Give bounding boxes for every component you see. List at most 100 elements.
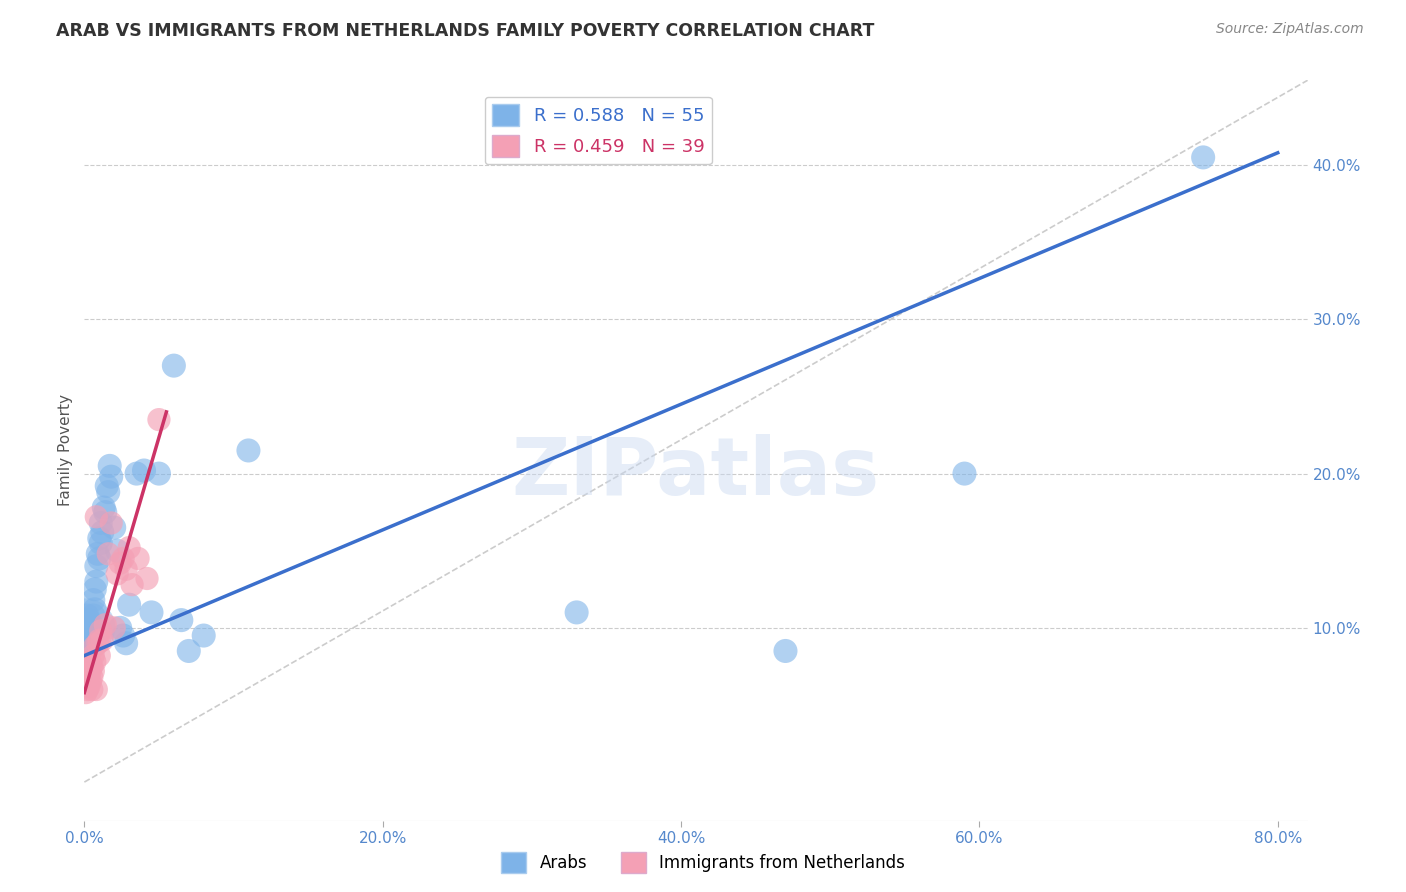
Point — [79, 664, 101, 678]
Point — [91, 633, 114, 648]
Point — [118, 541, 141, 555]
Point — [79, 655, 101, 669]
Point — [94, 505, 117, 519]
Point — [76, 629, 98, 643]
Point — [83, 640, 105, 654]
Point — [90, 624, 112, 638]
Point — [77, 633, 100, 648]
Point — [127, 551, 149, 566]
Text: Source: ZipAtlas.com: Source: ZipAtlas.com — [1216, 22, 1364, 37]
Point — [75, 674, 97, 689]
Point — [84, 509, 107, 524]
Point — [1192, 150, 1215, 164]
Point — [238, 443, 260, 458]
Point — [76, 621, 98, 635]
Point — [80, 670, 103, 684]
Point — [141, 606, 163, 620]
Point — [118, 598, 141, 612]
Point — [163, 359, 186, 373]
Point — [80, 659, 103, 673]
Point — [90, 516, 112, 530]
Point — [76, 659, 98, 673]
Point — [82, 593, 104, 607]
Point — [148, 412, 170, 426]
Point — [77, 680, 100, 694]
Point — [82, 648, 104, 663]
Point — [775, 644, 797, 658]
Point — [193, 629, 215, 643]
Point — [80, 627, 103, 641]
Point — [75, 621, 97, 635]
Point — [105, 566, 128, 581]
Text: ARAB VS IMMIGRANTS FROM NETHERLANDS FAMILY POVERTY CORRELATION CHART: ARAB VS IMMIGRANTS FROM NETHERLANDS FAMI… — [56, 22, 875, 40]
Point — [112, 551, 135, 566]
Point — [89, 551, 111, 566]
Point — [94, 617, 117, 632]
Point — [90, 536, 112, 550]
Point — [75, 633, 97, 648]
Point — [76, 636, 98, 650]
Point — [148, 467, 170, 481]
Point — [77, 613, 100, 627]
Point — [79, 674, 101, 689]
Point — [115, 562, 138, 576]
Point — [84, 559, 107, 574]
Point — [89, 633, 111, 648]
Point — [132, 463, 155, 477]
Point — [108, 621, 131, 635]
Point — [77, 667, 100, 681]
Point — [84, 682, 107, 697]
Point — [84, 574, 107, 589]
Point — [91, 525, 114, 540]
Point — [170, 613, 193, 627]
Point — [115, 636, 138, 650]
Y-axis label: Family Poverty: Family Poverty — [58, 394, 73, 507]
Point — [98, 458, 121, 473]
Point — [93, 500, 115, 515]
Point — [75, 664, 97, 678]
Point — [96, 479, 118, 493]
Point — [112, 629, 135, 643]
Point — [77, 644, 100, 658]
Point — [83, 602, 105, 616]
Point — [80, 682, 103, 697]
Point — [121, 577, 143, 591]
Point — [80, 617, 103, 632]
Point — [80, 640, 103, 654]
Point — [103, 520, 125, 534]
Point — [76, 670, 98, 684]
Legend: Arabs, Immigrants from Netherlands: Arabs, Immigrants from Netherlands — [495, 846, 911, 880]
Point — [177, 644, 200, 658]
Point — [83, 655, 105, 669]
Point — [79, 621, 101, 635]
Point — [105, 543, 128, 558]
Point — [82, 629, 104, 643]
Point — [89, 648, 111, 663]
Point — [103, 621, 125, 635]
Point — [97, 547, 120, 561]
Point — [75, 613, 97, 627]
Point — [87, 636, 110, 650]
Point — [97, 485, 120, 500]
Point — [77, 624, 100, 638]
Point — [75, 685, 97, 699]
Point — [79, 640, 101, 654]
Point — [76, 682, 98, 697]
Point — [79, 629, 101, 643]
Point — [125, 467, 148, 481]
Point — [100, 516, 122, 530]
Point — [77, 655, 100, 669]
Point — [89, 532, 111, 546]
Point — [82, 664, 104, 678]
Point — [108, 556, 131, 570]
Point — [82, 608, 104, 623]
Text: ZIPatlas: ZIPatlas — [512, 434, 880, 512]
Point — [100, 469, 122, 483]
Point — [83, 582, 105, 597]
Point — [87, 547, 110, 561]
Legend: R = 0.588   N = 55, R = 0.459   N = 39: R = 0.588 N = 55, R = 0.459 N = 39 — [485, 96, 711, 164]
Point — [953, 467, 976, 481]
Point — [136, 572, 159, 586]
Point — [75, 624, 97, 638]
Point — [565, 606, 588, 620]
